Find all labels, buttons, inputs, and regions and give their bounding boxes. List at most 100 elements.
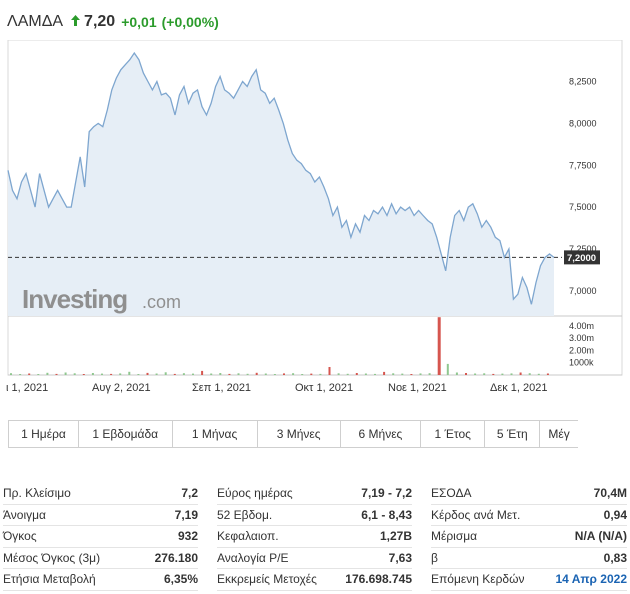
period-tab[interactable]: 1 Έτος [420,421,484,447]
volume-bar [73,373,76,375]
stat-value: 0,83 [603,550,627,565]
stat-value: 0,94 [603,507,627,522]
volume-bar [210,373,213,375]
volume-bar [364,373,367,375]
x-axis: ι 1, 2021 Αυγ 2, 2021 Σεπ 1, 2021 Οκτ 1, 20… [6,382,548,394]
stat-row: Μέρισμα N/A (N/A) [431,526,627,548]
stat-row: Πρ. Κλείσιμο 7,2 [3,483,198,505]
stat-label: Μέρισμα [431,529,478,544]
volume-bar [146,372,149,375]
period-tab[interactable]: Μέγ [539,421,578,447]
volume-bar [19,374,22,375]
price-change-percent: (+0,00%) [161,14,219,30]
stat-row: Ετήσια Μεταβολή 6,35% [3,569,198,591]
y-tick-label: 8,0000 [569,118,597,128]
volume-bar [10,373,12,375]
stats-column-3: ΕΣΟΔΑ 70,4M Κέρδος ανά Μετ. 0,94 Μέρισμα N/A … [431,483,627,591]
volume-bar [483,373,486,375]
stat-value: 7,63 [388,550,412,565]
volume-bar [519,372,522,375]
stat-label: Εκκρεμείς Μετοχές [217,572,317,587]
volume-bar [192,373,194,375]
stat-row: Μέσος Όγκος (3μ) 276.180 [3,548,198,569]
y-tick-label: 7,2500 [569,244,597,254]
stat-row: Άνοιγμα 7,19 [3,505,198,526]
volume-axis: 4.00m 3.00m 2.00m 1000k [569,321,594,368]
x-tick-label: Νοε 1, 2021 [388,382,447,394]
volume-bar [164,372,167,375]
volume-bar [328,367,331,375]
stat-row: ΕΣΟΔΑ 70,4M [431,483,627,505]
current-price-box [564,250,600,265]
y-tick-label: 8,2500 [569,77,597,87]
period-tab[interactable]: 6 Μήνες [339,421,420,447]
price-area [8,53,554,316]
stat-label: Αναλογία P/E [217,550,289,565]
price-line [7,51,555,305]
volume-bar [301,374,304,375]
stat-row: 52 Εβδομ. 6,1 - 8,43 [217,505,412,526]
x-tick-label: ι 1, 2021 [6,382,48,394]
period-tab[interactable]: 1 Ημέρα [8,421,78,447]
volume-bar [246,373,249,375]
next-earnings-link[interactable]: 14 Απρ 2022 [555,572,627,587]
period-tab[interactable]: 5 Έτη [484,421,539,447]
volume-bar [28,373,31,375]
x-tick-label: Αυγ 2, 2021 [92,382,151,394]
volume-bar [310,373,313,375]
volume-bar [501,373,504,375]
stat-label: Εύρος ημέρας [217,486,293,501]
stat-value: 6,1 - 8,43 [361,507,412,522]
volume-bar [537,373,540,375]
volume-bar [319,373,322,375]
stat-label: 52 Εβδομ. [217,507,273,522]
stat-value: 7,19 - 7,2 [361,486,412,501]
volume-bar [528,373,531,375]
y-tick-label: 7,7500 [569,160,597,170]
volume-bar [255,372,258,375]
period-tab[interactable]: 1 Εβδομάδα [77,421,172,447]
stat-value: 1,27B [379,529,412,544]
volume-bar [546,373,549,375]
volume-bar [219,373,222,375]
stat-value: 6,35% [163,572,198,587]
volume-bar [401,373,404,375]
stat-label: Κεφαλαιοπ. [217,529,279,544]
volume-bar [446,363,449,375]
volume-bar [383,371,386,375]
y-tick-label: 7,0000 [569,286,597,296]
stat-row: Εύρος ημέρας 7,19 - 7,2 [217,483,412,505]
stat-row: Αναλογία P/E 7,63 [217,548,412,569]
stat-label: Όγκος [3,529,37,544]
stat-label: Επόμενη Κερδών [431,572,525,587]
stat-row: Εκκρεμείς Μετοχές 176.698.745 [217,569,412,591]
period-tab[interactable]: 1 Μήνας [171,421,257,447]
x-tick-label: Δεκ 1, 2021 [490,382,548,394]
volume-bars [10,317,549,375]
period-tab[interactable]: 3 Μήνες [256,421,340,447]
volume-tick-label: 4.00m [569,321,594,331]
volume-bar [492,373,495,375]
volume-bar [173,373,176,375]
stat-label: Ετήσια Μεταβολή [3,572,96,587]
price-chart[interactable]: 7,2000 Investing .com 8,2500 8,0000 7,7500… [0,40,630,395]
stat-value: 7,2 [181,486,198,501]
volume-bar [91,373,94,375]
stat-value: 176.698.745 [345,572,412,587]
stat-label: Άνοιγμα [3,507,46,522]
stock-name[interactable]: ΛΑΜΔΑ [7,13,64,30]
x-tick-label: Σεπ 1, 2021 [192,382,251,394]
volume-bar [228,373,231,375]
volume-bar [410,374,413,375]
volume-bar [37,374,40,375]
volume-bar [455,372,458,375]
period-selector: 1 Ημέρα 1 Εβδομάδα 1 Μήνας 3 Μήνες 6 Μήνες 1 … [8,420,578,448]
stat-value: 276.180 [154,550,198,565]
last-price: 7,20 [84,13,116,30]
volume-tick-label: 3.00m [569,333,594,343]
volume-tick-label: 2.00m [569,345,594,355]
up-arrow-icon [71,13,81,31]
logo-brand-text: Investing [22,284,127,314]
volume-bar [119,373,122,375]
